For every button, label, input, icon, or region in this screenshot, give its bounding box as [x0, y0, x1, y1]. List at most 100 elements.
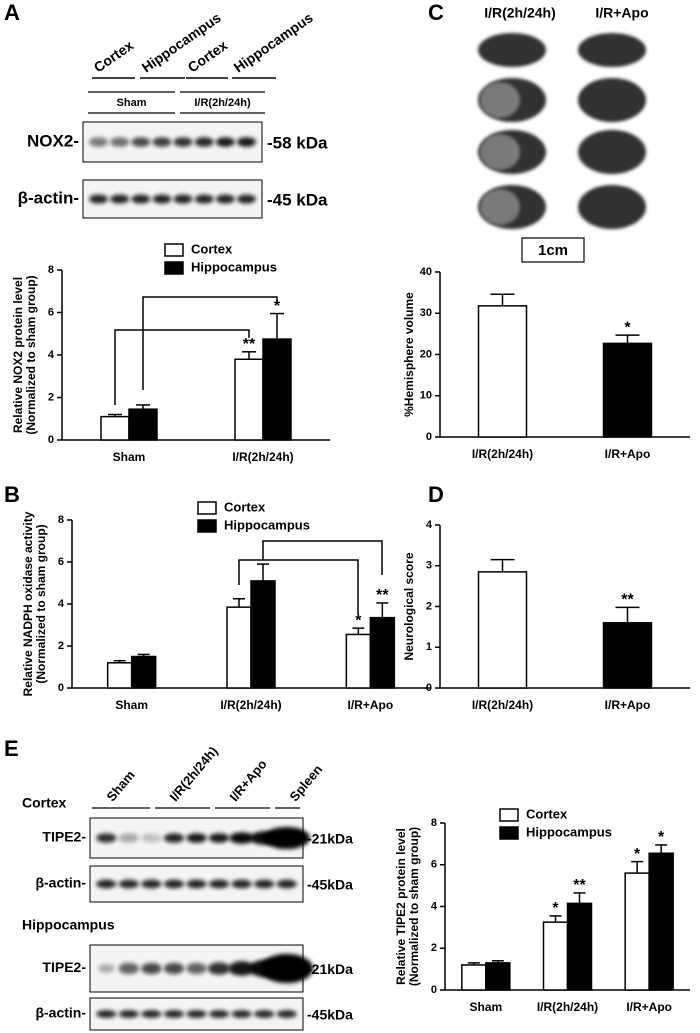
- brain-slice: [578, 130, 646, 174]
- band: [173, 194, 193, 204]
- significance: **: [243, 336, 256, 353]
- y-tick-label: 2: [431, 942, 437, 954]
- x-tick-label: I/R+Apo: [347, 698, 393, 712]
- lane-label: Spleen: [286, 762, 325, 804]
- blot-box: [82, 121, 263, 163]
- y-axis-label: Relative NADPH oxidase activity: [21, 511, 35, 696]
- bar: [566, 902, 593, 991]
- group-label: Hippocampus: [231, 9, 316, 75]
- y-axis-label: Relative NOX2 protein level: [11, 277, 25, 433]
- bar: [128, 408, 158, 441]
- band: [236, 137, 256, 147]
- y-axis-label: Relative TIPE2 protein level: [394, 828, 408, 985]
- legend-label: Cortex: [526, 806, 568, 821]
- band: [208, 1010, 230, 1018]
- bar: [648, 852, 674, 991]
- size-label: -58 kDa: [267, 133, 328, 152]
- row-label: β-actin-: [18, 188, 79, 207]
- band: [254, 1010, 275, 1018]
- y-tick-label: 1: [426, 641, 432, 653]
- band: [152, 137, 172, 147]
- bar: [100, 415, 130, 441]
- significance: *: [274, 298, 281, 315]
- panel-letter: B: [4, 482, 20, 507]
- y-tick-label: 6: [431, 859, 437, 871]
- band: [89, 137, 109, 147]
- bracket: [142, 296, 278, 390]
- lane-label: I/R(2h/24h): [166, 744, 220, 805]
- bar: [106, 662, 133, 689]
- condition-label: I/R(2h/24h): [194, 97, 251, 109]
- bar: [602, 342, 653, 438]
- panel-letter: D: [428, 482, 444, 507]
- significance: **: [573, 877, 586, 894]
- y-tick-label: 4: [48, 349, 55, 361]
- band: [118, 1010, 139, 1018]
- condition-label: Sham: [117, 97, 147, 109]
- band: [96, 833, 117, 843]
- y-tick-label: 20: [420, 348, 432, 360]
- band: [98, 963, 115, 974]
- y-tick-label: 2: [48, 391, 54, 403]
- panel-letter: A: [4, 0, 20, 25]
- band: [215, 137, 235, 147]
- band: [186, 962, 207, 975]
- y-tick-label: 0: [48, 434, 54, 446]
- band: [228, 961, 255, 976]
- y-tick-label: 8: [58, 514, 64, 526]
- size-label: -21kDa: [307, 961, 353, 977]
- y-axis-label: (Normalized to sham group): [34, 524, 48, 683]
- size-label: -45kDa: [307, 1007, 353, 1023]
- blot-box: [82, 179, 263, 219]
- band: [186, 1010, 207, 1018]
- y-tick-label: 0: [426, 682, 432, 694]
- legend-label: Hippocampus: [526, 824, 612, 839]
- bar: [262, 338, 292, 441]
- y-tick-label: 10: [420, 390, 432, 402]
- band: [207, 962, 231, 975]
- x-tick-label: Sham: [115, 698, 148, 712]
- x-tick-label: I/R(2h/24h): [472, 698, 533, 712]
- significance: *: [634, 846, 641, 863]
- row-label: β-actin-: [35, 1005, 86, 1021]
- band: [263, 826, 311, 850]
- legend-swatch: [499, 808, 519, 822]
- x-tick-label: I/R(2h/24h): [472, 447, 533, 461]
- significance: **: [621, 592, 634, 609]
- band: [194, 194, 214, 204]
- bracket: [114, 329, 250, 405]
- band: [236, 194, 256, 204]
- band: [260, 953, 314, 984]
- significance: *: [624, 319, 631, 336]
- bar: [485, 962, 511, 991]
- brain-slice: [578, 33, 646, 67]
- y-tick-label: 2: [426, 600, 432, 612]
- significance: *: [658, 829, 665, 846]
- band: [229, 832, 254, 844]
- panel-letter: C: [428, 0, 444, 25]
- bar: [369, 616, 396, 689]
- band: [208, 879, 230, 889]
- band: [276, 1010, 297, 1018]
- row-label: β-actin-: [35, 875, 86, 891]
- brain-slice: [578, 78, 646, 122]
- legend-swatch: [499, 826, 519, 840]
- y-axis-label: Neurological score: [402, 552, 416, 660]
- group-label: I/R(2h/24h): [484, 5, 556, 21]
- band: [163, 833, 185, 843]
- band: [131, 194, 151, 204]
- band: [186, 879, 207, 889]
- band: [163, 962, 185, 975]
- significance: *: [355, 612, 362, 629]
- band: [215, 194, 235, 204]
- legend-label: Cortex: [191, 241, 233, 256]
- bar: [226, 606, 252, 689]
- x-tick-label: I/R(2h/24h): [232, 450, 293, 464]
- band: [141, 879, 162, 889]
- row-label: TIPE2-: [42, 829, 86, 845]
- y-tick-label: 40: [420, 266, 432, 278]
- panel-letter: E: [4, 736, 19, 761]
- significance: *: [552, 900, 559, 917]
- band: [118, 879, 139, 889]
- band: [141, 833, 162, 843]
